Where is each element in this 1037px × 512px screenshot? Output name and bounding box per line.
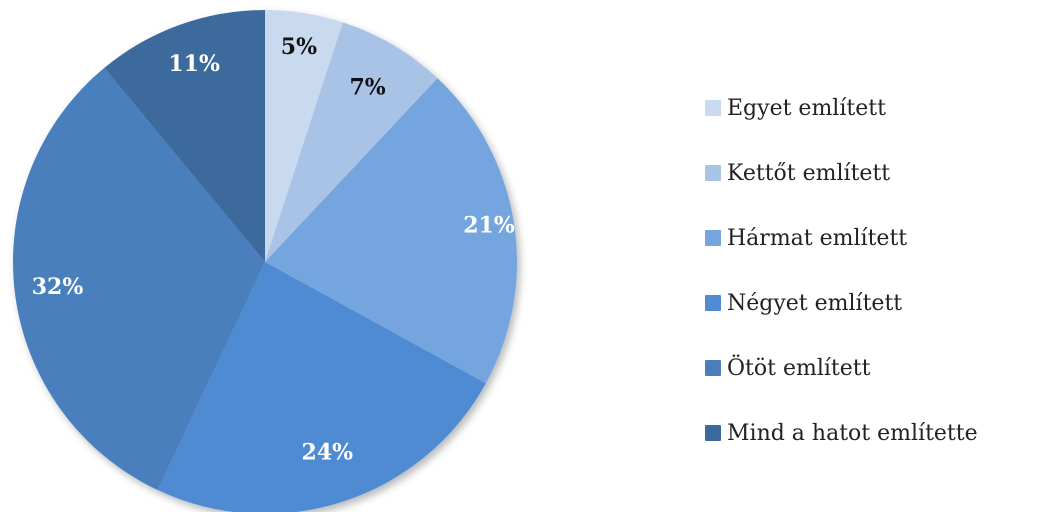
legend-item: Ötöt említett bbox=[705, 345, 978, 391]
legend-swatch bbox=[705, 165, 721, 181]
legend-label: Egyet említett bbox=[727, 95, 886, 121]
pie-slice bbox=[265, 10, 343, 262]
pie-slice bbox=[265, 22, 438, 262]
legend-swatch bbox=[705, 295, 721, 311]
legend-swatch bbox=[705, 425, 721, 441]
slice-data-label: 32% bbox=[32, 274, 84, 300]
legend-swatch bbox=[705, 100, 721, 116]
legend-item: Mind a hatot említette bbox=[705, 410, 978, 456]
legend-item: Kettőt említett bbox=[705, 150, 978, 196]
legend-label: Ötöt említett bbox=[727, 355, 871, 381]
slice-data-label: 7% bbox=[349, 75, 385, 101]
legend-swatch bbox=[705, 230, 721, 246]
slice-data-label: 5% bbox=[281, 34, 317, 60]
pie-chart: 5% 7% 21% 24% 32% 11% bbox=[12, 10, 518, 512]
pie-slice bbox=[104, 10, 266, 262]
legend-label: Hármat említett bbox=[727, 225, 908, 251]
pie-slice bbox=[265, 78, 518, 384]
legend-label: Mind a hatot említette bbox=[727, 420, 978, 446]
pie-data-labels: 5% 7% 21% 24% 32% 11% bbox=[32, 34, 515, 466]
legend-item: Négyet említett bbox=[705, 280, 978, 326]
slice-data-label: 24% bbox=[302, 440, 354, 466]
slice-data-label: 21% bbox=[463, 213, 515, 239]
pie-slice bbox=[12, 67, 266, 491]
legend-label: Kettőt említett bbox=[727, 160, 891, 186]
legend-swatch bbox=[705, 360, 721, 376]
pie-slices bbox=[12, 10, 518, 512]
slice-data-label: 11% bbox=[168, 51, 220, 77]
legend-label: Négyet említett bbox=[727, 290, 903, 316]
legend-item: Hármat említett bbox=[705, 215, 978, 261]
legend: Egyet említett Kettőt említett Hármat emlí… bbox=[705, 85, 978, 475]
legend-item: Egyet említett bbox=[705, 85, 978, 131]
pie-slice bbox=[157, 262, 486, 512]
